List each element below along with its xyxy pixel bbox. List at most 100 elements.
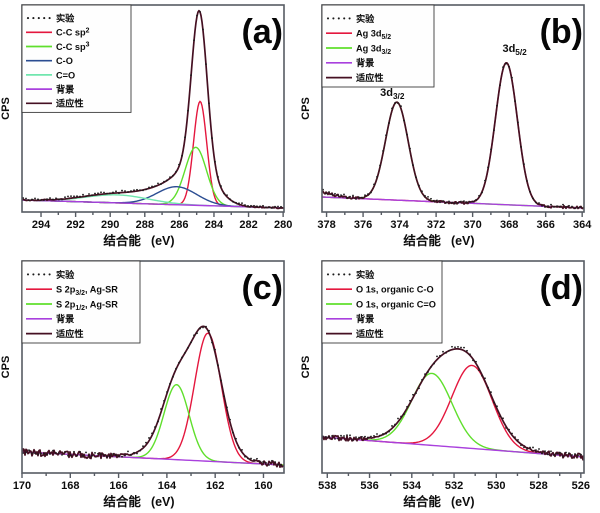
legend-dotted-sample [48,273,51,276]
legend-dotted-sample [337,17,340,20]
x-axis-ticks [325,212,583,217]
legend-label-6: 适应性 [56,98,84,109]
legend-dotted-sample [348,17,351,20]
x-tick-label-372: 372 [427,219,445,231]
x-tick-label-284: 284 [205,219,224,231]
x-tick-label-160: 160 [254,480,272,492]
x-tick-label-280: 280 [274,219,292,231]
panel-d-svg: 538 536 534 532 530 528 526 结合能 (eV) CPS 实验 O 1s, o… [300,260,590,509]
legend-dotted-sample [26,273,30,276]
legend-label-2: C-C sp3 [56,42,90,52]
legend-label-3: C-O [56,56,73,66]
curve-o1s-organic-c-o [322,364,584,458]
x-axis-label: 结合能 (eV) [403,233,474,248]
x-tick-label-292: 292 [66,219,84,231]
legend-label-2: S 2p1/2, Ag-SR [56,299,118,311]
panel-b-svg: 378 376 374 372 370 368 366 364 结合能 (eV) CPS 3d3/2 3… [300,4,592,248]
envelope-curve [22,9,284,210]
legend-label-0: 实验 [356,269,375,280]
curve-ag-3d32 [322,101,584,209]
envelope-curve [322,348,584,461]
x-tick-label-282: 282 [239,219,257,231]
legend-label-4: 适应性 [356,328,384,339]
legend: 实验 O 1s, organic C-O O 1s, organic C=O 背景适应… [321,260,443,344]
x-axis-ticks [21,473,265,478]
plot-area [322,345,584,461]
panel-letter-c: (c) [241,269,283,307]
background-curve [22,451,283,466]
legend-dotted-sample [337,273,340,276]
legend-label-4: 适应性 [356,72,384,83]
legend-dotted-sample [43,273,46,276]
legend-dotted-sample [332,273,335,276]
panel-c: 170 168 166 164 162 160 结合能 (eV) CPS 实验 S 2p3/2, A… [0,256,300,513]
y-axis-label: CPS [0,356,12,379]
plot-frame [321,260,585,474]
panel-letter-d: (d) [540,269,583,307]
x-tick-label-170: 170 [13,480,31,492]
legend-dotted-sample [37,17,40,20]
legend-label-1: C-C sp2 [56,27,90,37]
plot-frame [321,4,585,213]
legend-label-1: Ag 3d5/2 [356,29,391,41]
x-tick-label-370: 370 [463,219,481,231]
x-tick-label-532: 532 [445,480,463,492]
legend-box [21,4,132,113]
x-tick-label-286: 286 [170,219,188,231]
legend-dotted-sample [26,17,30,20]
x-axis-label: 结合能 (eV) [103,233,174,248]
legend-dotted-sample [332,17,335,20]
x-tick-label-536: 536 [360,480,378,492]
panel-a: 294 292 290 288 286 284 282 280 结合能 (eV) CPS 实验 C-C … [0,0,300,256]
x-tick-label-166: 166 [109,480,127,492]
legend-dotted-sample [326,273,330,276]
experimental-dots [22,11,282,209]
x-tick-label-294: 294 [32,219,51,231]
panel-a-svg: 294 292 290 288 286 284 282 280 结合能 (eV) CPS 实验 C-C … [0,4,292,248]
legend-label-0: 实验 [56,13,75,24]
legend-label-1: S 2p3/2, Ag-SR [56,285,118,297]
legend-box [321,4,435,88]
experimental-dots [22,325,282,466]
legend-dotted-sample [343,17,346,20]
x-tick-label-374: 374 [390,219,409,231]
legend-label-0: 实验 [356,13,375,24]
panel-c-svg: 170 168 166 164 162 160 结合能 (eV) CPS 实验 S 2p3/2, A… [0,260,285,509]
panel-b: 378 376 374 372 370 368 366 364 结合能 (eV) CPS 3d3/2 3… [300,0,600,256]
x-tick-label-366: 366 [536,219,554,231]
legend-label-0: 实验 [56,269,75,280]
background-curve [22,199,283,209]
plot-area [22,325,284,469]
legend-dotted-sample [43,17,46,20]
legend-dotted-sample [32,17,35,20]
x-tick-label-288: 288 [136,219,154,231]
legend-box [321,260,443,344]
legend-label-3: 背景 [56,313,74,324]
legend-box [21,260,141,344]
legend-dotted-sample [326,17,330,20]
curve-o1s-organic-c-dbl-o [322,372,584,458]
legend-dotted-sample [348,273,351,276]
x-tick-label-368: 368 [500,219,518,231]
x-tick-label-162: 162 [206,480,224,492]
legend-label-2: Ag 3d3/2 [356,43,391,55]
x-tick-label-378: 378 [317,219,335,231]
x-axis-ticks [40,212,284,217]
x-axis-label: 结合能 (eV) [403,494,474,509]
annotation-0: 3d3/2 [380,87,405,101]
panel-letter-b: (b) [540,13,583,51]
legend-label-5: 背景 [56,84,74,95]
y-axis-label: CPS [300,356,312,379]
x-tick-label-528: 528 [529,480,547,492]
experimental-dots [322,345,582,458]
x-tick-label-534: 534 [403,480,422,492]
x-tick-label-168: 168 [61,480,79,492]
legend-label-3: 背景 [356,57,374,68]
x-tick-label-376: 376 [354,219,372,231]
panel-letter-a: (a) [241,13,283,51]
legend-dotted-sample [48,17,51,20]
